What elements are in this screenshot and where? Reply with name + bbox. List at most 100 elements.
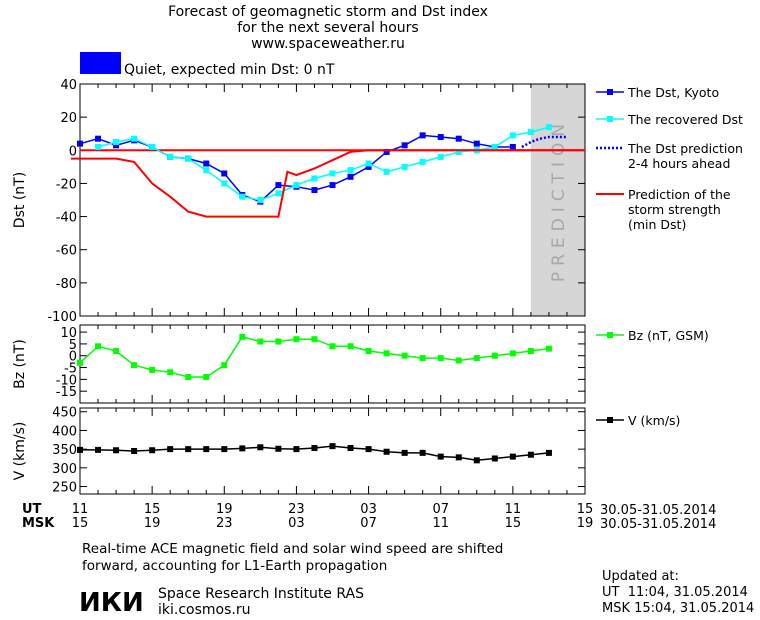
data-point: [275, 338, 282, 345]
institute-site[interactable]: iki.cosmos.ru: [158, 602, 250, 618]
data-point: [203, 446, 210, 453]
ut-tick-label: 03: [360, 502, 377, 517]
y-tick-label: -5: [64, 362, 77, 377]
data-point: [527, 348, 534, 354]
data-point: [239, 445, 246, 452]
data-point: [311, 336, 318, 343]
data-point: [221, 170, 228, 177]
data-point: [293, 446, 300, 453]
data-point: [383, 350, 390, 357]
legend-label: The recovered Dst: [627, 112, 743, 127]
y-axis-label: V (km/s): [12, 422, 28, 481]
data-point: [113, 139, 120, 145]
y-tick-label: 300: [52, 462, 77, 477]
chart-title-line1: Forecast of geomagnetic storm and Dst in…: [168, 4, 488, 20]
speed-panel: 450 400 350 300 250 V (km/s): [12, 406, 586, 496]
data-point: [239, 333, 246, 340]
legend-label: The Dst prediction: [627, 141, 743, 156]
data-point: [437, 153, 444, 160]
msk-tick-label: 07: [360, 516, 377, 531]
data-point: [131, 362, 138, 369]
y-tick-label: 5: [69, 338, 77, 353]
y-tick-label: 0: [69, 144, 77, 159]
data-point: [455, 454, 462, 461]
data-point: [311, 187, 318, 194]
data-point: [509, 350, 516, 357]
propagation-note-line1: Real-time ACE magnetic field and solar w…: [82, 541, 503, 557]
legend-label: V (km/s): [628, 413, 680, 428]
data-point: [167, 153, 174, 160]
data-point: [419, 132, 426, 139]
data-point: [347, 173, 354, 180]
legend: The Dst, Kyoto The recovered Dst The Dst p…: [596, 85, 743, 428]
y-tick-label: -60: [56, 244, 77, 259]
y-axis-label: Bz (nT): [12, 339, 28, 389]
data-point: [545, 124, 552, 131]
data-point: [167, 446, 174, 453]
iki-logo: ИКИ: [79, 588, 144, 618]
series-line-storm-strength: [71, 149, 585, 218]
data-point: [401, 352, 408, 359]
data-point: [383, 148, 390, 155]
data-point: [365, 163, 372, 170]
msk-tick-label: 15: [505, 516, 522, 531]
data-point: [293, 336, 300, 343]
data-point: [347, 167, 354, 174]
data-point: [203, 374, 210, 380]
data-point: [257, 197, 264, 203]
data-point: [221, 180, 228, 187]
website-link[interactable]: www.spaceweather.ru: [251, 36, 405, 52]
legend-label: (min Dst): [628, 217, 686, 232]
series-line: [79, 134, 513, 203]
plot-frame: [79, 324, 586, 404]
y-tick-label: 0: [69, 350, 77, 365]
legend-label: The Dst, Kyoto: [627, 85, 719, 100]
data-point: [401, 142, 408, 149]
msk-tick-label: 03: [288, 516, 305, 531]
data-point: [221, 362, 228, 369]
dst-panel: PREDICTION 40 20 0 -20 -40 -60 -80 -100 Dst (nT): [12, 78, 586, 325]
legend-marker: [607, 116, 613, 122]
data-point: [257, 338, 264, 345]
data-point: [545, 449, 552, 456]
data-point: [527, 129, 534, 136]
data-point: [185, 374, 192, 380]
data-point: [203, 160, 210, 167]
y-tick-label: 250: [52, 481, 77, 496]
data-point: [347, 445, 354, 452]
data-point: [491, 455, 498, 462]
legend-marker: [607, 332, 613, 338]
data-point: [401, 163, 408, 170]
data-point: [491, 143, 498, 150]
data-point: [113, 142, 120, 149]
y-tick-label: 10: [60, 326, 77, 341]
data-point: [275, 182, 282, 189]
y-tick-label: -80: [56, 277, 77, 292]
data-point: [437, 453, 444, 460]
data-point: [365, 160, 372, 167]
data-point: [275, 190, 282, 197]
msk-tick-label: 23: [216, 516, 233, 531]
y-tick-label: -100: [47, 310, 77, 325]
legend-marker: [607, 417, 613, 423]
msk-tick-label: 19: [144, 516, 161, 531]
data-point: [509, 143, 516, 150]
data-point: [185, 155, 192, 162]
data-point: [113, 348, 120, 354]
data-point: [455, 357, 462, 364]
data-point: [95, 343, 102, 350]
ut-date-range: 30.05-31.05.2014: [600, 503, 716, 518]
updated-ut: UT 11:04, 31.05.2014: [602, 585, 748, 600]
y-tick-label: -10: [56, 373, 77, 388]
data-point: [113, 447, 120, 454]
data-point: [311, 445, 318, 452]
ut-axis-label: UT: [22, 502, 42, 517]
data-point: [221, 446, 228, 453]
data-point: [95, 135, 102, 142]
status-text: Quiet, expected min Dst: 0 nT: [124, 62, 335, 78]
data-point: [77, 359, 83, 366]
y-tick-label: 450: [52, 406, 77, 421]
data-point: [455, 148, 462, 155]
